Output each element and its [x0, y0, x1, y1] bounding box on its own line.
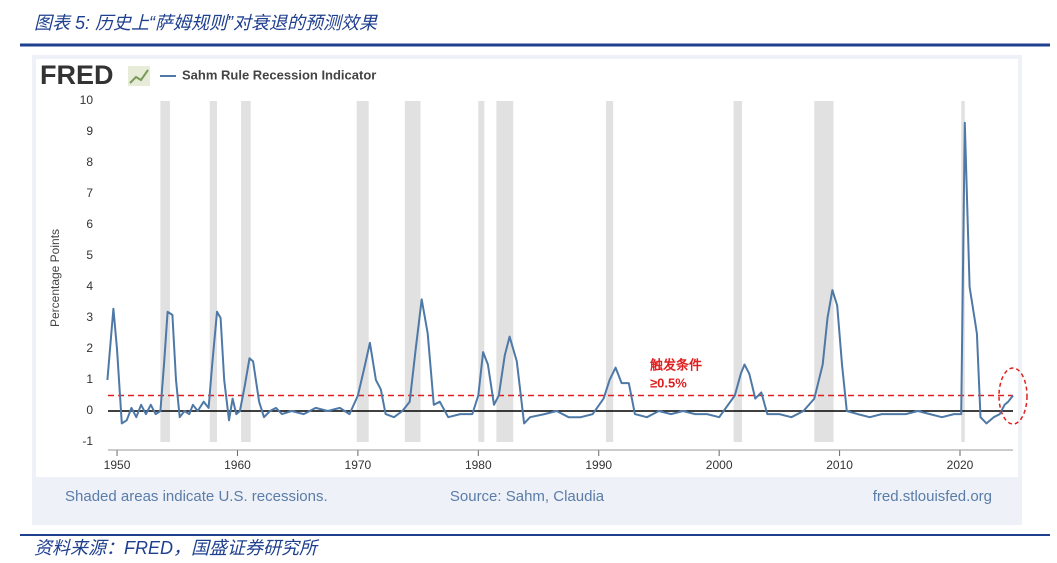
- plot: -1 0 1 2 3 4 5 6 7 8 9 10 1950 1960 1970 1980 1990 2000 20…: [80, 93, 1014, 472]
- recession-band: [814, 101, 834, 442]
- x-tick-label: 2000: [706, 458, 733, 472]
- y-tick-label: 8: [86, 155, 93, 169]
- recession-band: [733, 101, 743, 442]
- y-tick-label: 1: [86, 372, 93, 386]
- x-tick-label: 1970: [345, 458, 372, 472]
- x-tick-label: 1980: [465, 458, 492, 472]
- series-line: [106, 121, 1014, 425]
- y-tick-label: 3: [86, 310, 93, 324]
- y-tick-label: 7: [86, 186, 93, 200]
- recession-band: [478, 101, 485, 442]
- header-title: 图表 5: 历史上“萨姆规则”对衰退的预测效果: [34, 13, 378, 33]
- y-tick-label: 9: [86, 124, 93, 138]
- recession-band: [496, 101, 514, 442]
- recession-band: [605, 101, 614, 442]
- recession-band: [209, 101, 217, 442]
- note-right: fred.stlouisfed.org: [873, 488, 992, 505]
- footer-source: 资料来源：FRED，国盛证券研究所: [34, 538, 320, 558]
- x-tick-label: 1960: [224, 458, 251, 472]
- recession-band: [404, 101, 421, 442]
- fred-logo-icon: [128, 66, 150, 86]
- note-left: Shaded areas indicate U.S. recessions.: [65, 488, 328, 505]
- recession-band: [160, 101, 171, 442]
- annotation: 触发条件: [649, 357, 702, 372]
- y-tick-label: 5: [86, 248, 93, 262]
- note-center: Source: Sahm, Claudia: [450, 488, 605, 505]
- y-axis-label: Percentage Points: [48, 229, 62, 327]
- x-tick-label: 1990: [585, 458, 612, 472]
- y-tick-label: 2: [86, 341, 93, 355]
- fred-logo: FRED: [40, 60, 114, 90]
- plot-panel: [36, 59, 1018, 477]
- recession-band: [356, 101, 369, 442]
- x-tick-label: 1950: [104, 458, 131, 472]
- y-tick-label: 6: [86, 217, 93, 231]
- y-tick-label: 10: [80, 93, 94, 107]
- y-tick-label: 4: [86, 279, 93, 293]
- recession-band: [241, 101, 251, 442]
- x-tick-label: 2020: [947, 458, 974, 472]
- legend-label: Sahm Rule Recession Indicator: [182, 67, 376, 82]
- x-tick-label: 2010: [826, 458, 853, 472]
- highlight-circle: [998, 367, 1028, 425]
- annotation: ≥0.5%: [650, 375, 687, 390]
- y-tick-label: 0: [86, 403, 93, 417]
- y-tick-label: -1: [82, 434, 93, 448]
